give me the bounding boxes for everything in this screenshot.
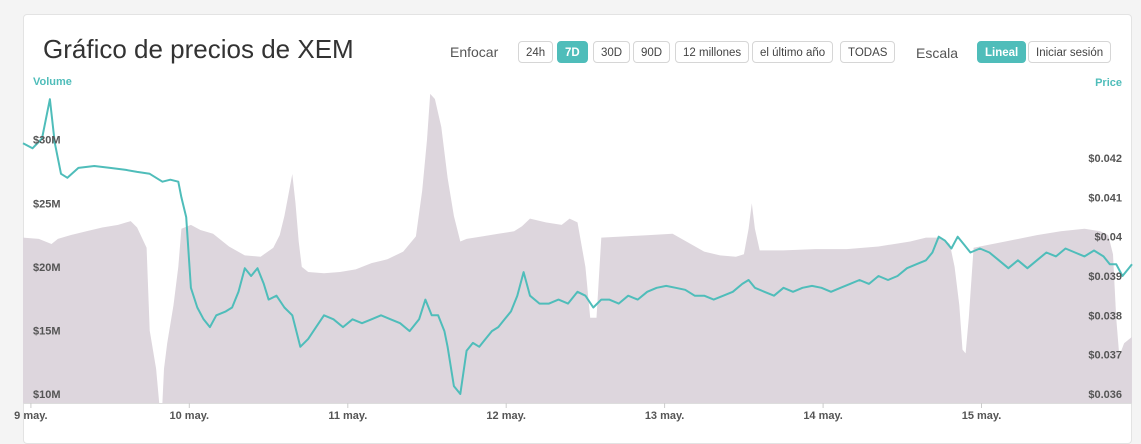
price-tick-label: $0.041: [1088, 192, 1122, 204]
scale-label: Escala: [916, 45, 959, 61]
zoom-last-year-button[interactable]: el último año: [752, 41, 834, 63]
zoom-24h-button[interactable]: 24h: [518, 41, 554, 63]
price-tick-label: $0.042: [1088, 153, 1122, 165]
scale-linear-button[interactable]: Lineal: [977, 41, 1027, 63]
price-tick-label: $0.04: [1094, 232, 1122, 244]
volume-tick-label: $25M: [33, 198, 61, 210]
x-tick-label: 10 may.: [170, 410, 210, 422]
page-title: Gráfico de precios de XEM: [43, 34, 354, 64]
zoom-12m-button[interactable]: 12 millones: [675, 41, 750, 63]
price-tick-label: $0.038: [1088, 310, 1122, 322]
price-line: [22, 98, 1133, 395]
zoom-7d-button[interactable]: 7D: [557, 41, 588, 63]
zoom-90d-button[interactable]: 90D: [633, 41, 671, 63]
volume-tick-label: $20M: [33, 262, 61, 274]
x-tick-label: 9 may.: [14, 410, 47, 422]
zoom-label: Enfocar: [450, 44, 499, 60]
price-tick-label: $0.036: [1088, 389, 1122, 401]
x-tick-label: 15 may.: [962, 410, 1002, 422]
price-tick-label: $0.039: [1088, 271, 1122, 283]
zoom-30d-button[interactable]: 30D: [593, 41, 631, 63]
x-tick-label: 13 may.: [645, 410, 685, 422]
volume-tick-label: $15M: [33, 326, 61, 338]
x-tick-label: 11 may.: [328, 410, 367, 422]
volume-axis-title: Volume: [33, 76, 72, 88]
volume-tick-label: $10M: [33, 389, 61, 401]
price-axis-title: Price: [1095, 77, 1122, 89]
volume-area: [23, 93, 1132, 404]
zoom-all-button[interactable]: TODAS: [840, 41, 896, 63]
price-tick-label: $0.037: [1088, 350, 1122, 362]
x-tick-label: 14 may.: [803, 410, 843, 422]
scale-log-button[interactable]: Iniciar sesión: [1028, 41, 1112, 63]
x-tick-label: 12 may.: [486, 410, 526, 422]
volume-tick-label: $30M: [33, 135, 61, 147]
